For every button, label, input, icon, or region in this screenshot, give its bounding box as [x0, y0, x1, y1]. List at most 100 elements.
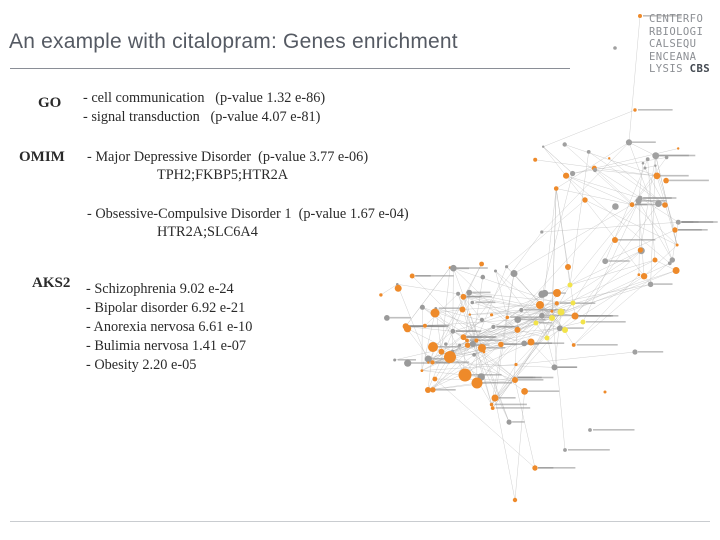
network-node — [459, 306, 466, 313]
network-node — [664, 155, 669, 160]
network-edge — [543, 146, 573, 174]
network-edge — [643, 244, 678, 277]
network-node — [479, 261, 484, 267]
network-node — [612, 203, 619, 210]
network-node — [521, 388, 528, 395]
network-edge — [566, 175, 633, 205]
network-edge — [463, 326, 494, 338]
network-edge — [551, 270, 677, 319]
network-edge — [397, 284, 429, 363]
network-node — [427, 361, 430, 364]
network-node — [394, 284, 402, 292]
network-node — [409, 273, 415, 279]
network-node — [458, 368, 472, 382]
network-node-label — [557, 366, 577, 368]
network-edge — [672, 222, 679, 261]
network-edge — [427, 346, 434, 391]
network-node — [491, 394, 499, 402]
network-node — [514, 326, 521, 333]
network-node — [491, 324, 496, 329]
network-edge — [647, 159, 656, 261]
network-edge — [483, 351, 515, 378]
network-node — [550, 309, 554, 313]
network-node — [675, 243, 679, 247]
network-edge — [459, 344, 525, 392]
network-edge — [569, 250, 642, 286]
network-node-label — [538, 467, 576, 469]
network-node — [663, 177, 669, 184]
network-node — [420, 369, 424, 372]
network-node — [479, 317, 484, 322]
network-edge — [506, 199, 586, 267]
network-node — [643, 166, 647, 170]
network-edge — [656, 175, 678, 246]
network-node — [638, 14, 642, 18]
network-node — [419, 304, 425, 310]
network-edge — [584, 199, 651, 285]
network-node — [425, 387, 431, 393]
network-node — [592, 167, 598, 173]
network-node-label — [466, 295, 482, 298]
network-node — [456, 291, 461, 296]
network-node — [544, 335, 550, 341]
network-edge — [432, 319, 483, 363]
network-edge — [514, 377, 536, 469]
network-edge — [560, 284, 651, 313]
network-node — [629, 202, 635, 208]
network-node — [533, 157, 538, 162]
network-node — [514, 316, 522, 323]
network-node-label — [495, 407, 531, 409]
network-edge — [463, 296, 492, 405]
network-node — [570, 300, 576, 306]
network-edge — [530, 341, 555, 368]
network-node-label — [586, 321, 626, 323]
network-node — [654, 164, 657, 167]
network-node-label — [658, 154, 689, 157]
omim-disease-1: - Major Depressive Disorder (p-value 3.7… — [87, 149, 369, 165]
network-edge — [467, 304, 541, 346]
network-node — [633, 108, 637, 112]
network-node — [510, 270, 518, 277]
network-edge — [463, 296, 483, 321]
network-node — [653, 172, 661, 180]
network-node — [527, 338, 535, 346]
network-node — [471, 377, 483, 389]
network-edge — [638, 163, 644, 202]
network-node-label — [470, 339, 502, 341]
network-node — [539, 312, 545, 319]
network-edge — [514, 391, 525, 501]
network-edge — [427, 354, 475, 391]
network-edge — [573, 259, 673, 346]
network-node — [662, 202, 668, 208]
network-edge — [453, 268, 485, 353]
network-node — [536, 301, 544, 309]
network-edge — [541, 173, 573, 295]
network-node — [474, 338, 479, 343]
network-node — [498, 341, 504, 348]
network-edge — [452, 309, 522, 332]
network-node-label — [468, 374, 502, 376]
network-edge — [564, 144, 633, 205]
network-node — [512, 497, 518, 503]
network-edge — [421, 312, 436, 371]
network-edge — [573, 274, 640, 346]
network-node — [567, 282, 573, 288]
network-node-label — [456, 267, 488, 269]
network-edge — [491, 311, 562, 405]
network-node — [422, 323, 427, 328]
network-edge — [541, 142, 630, 233]
network-node — [557, 308, 565, 316]
aks2-item-3: - Anorexia nervosa 6.61 e-10 — [86, 319, 253, 335]
network-node — [563, 172, 570, 179]
network-edge — [514, 284, 571, 381]
network-node-label — [544, 314, 579, 317]
network-node — [571, 312, 579, 320]
network-node-label — [524, 309, 566, 311]
network-node-label — [389, 316, 411, 319]
network-node — [675, 219, 681, 225]
network-edge — [421, 307, 423, 371]
network-node-label — [632, 141, 656, 143]
network-node-label — [512, 421, 525, 423]
network-edge — [594, 167, 678, 246]
network-node — [549, 315, 555, 321]
